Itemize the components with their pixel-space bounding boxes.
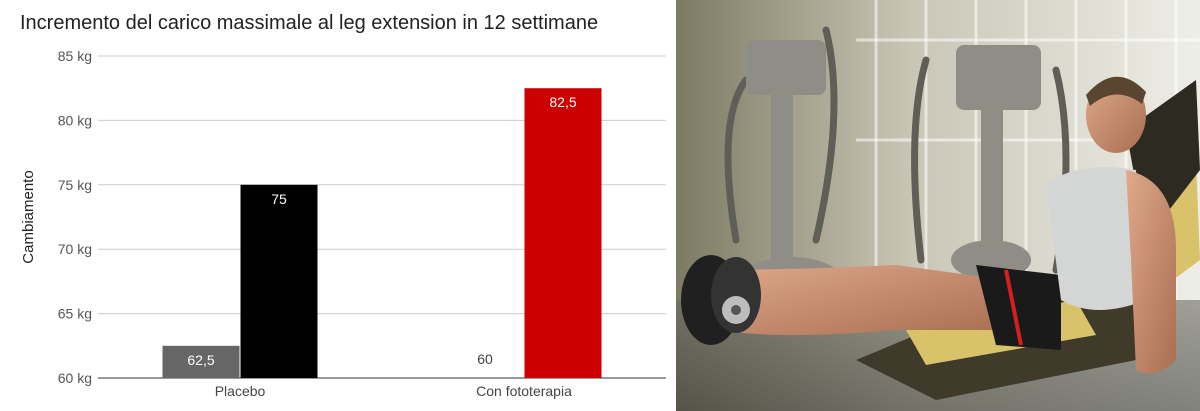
data-label: 75 [271, 191, 287, 207]
athlete-figure [706, 76, 1176, 374]
leg-extension-photo [676, 0, 1200, 411]
y-tick-label: 75 kg [58, 177, 92, 193]
gym-scene-illustration [676, 0, 1200, 411]
y-tick-label: 60 kg [58, 370, 92, 386]
bar [240, 184, 318, 378]
data-label: 60 [477, 351, 493, 367]
bar [524, 88, 602, 378]
x-tick-label: Placebo [215, 383, 266, 399]
data-label: 62,5 [187, 352, 214, 368]
x-tick-label: Con fototerapia [476, 383, 572, 399]
y-tick-label: 85 kg [58, 48, 92, 64]
bar [162, 345, 240, 378]
chart-title: Incremento del carico massimale al leg e… [20, 12, 599, 34]
y-tick-label: 65 kg [58, 306, 92, 322]
data-label: 82,5 [549, 94, 576, 110]
chart-panel: 60 kg 65 kg 70 kg 75 kg 80 kg 85 kg Cambiament… [20, 12, 666, 399]
y-axis-label: Cambiamento [20, 170, 37, 263]
bar-chart: 60 kg 65 kg 70 kg 75 kg 80 kg 85 kg Cambiament… [20, 48, 666, 399]
y-tick-label: 80 kg [58, 112, 92, 128]
y-tick-label: 70 kg [58, 241, 92, 257]
